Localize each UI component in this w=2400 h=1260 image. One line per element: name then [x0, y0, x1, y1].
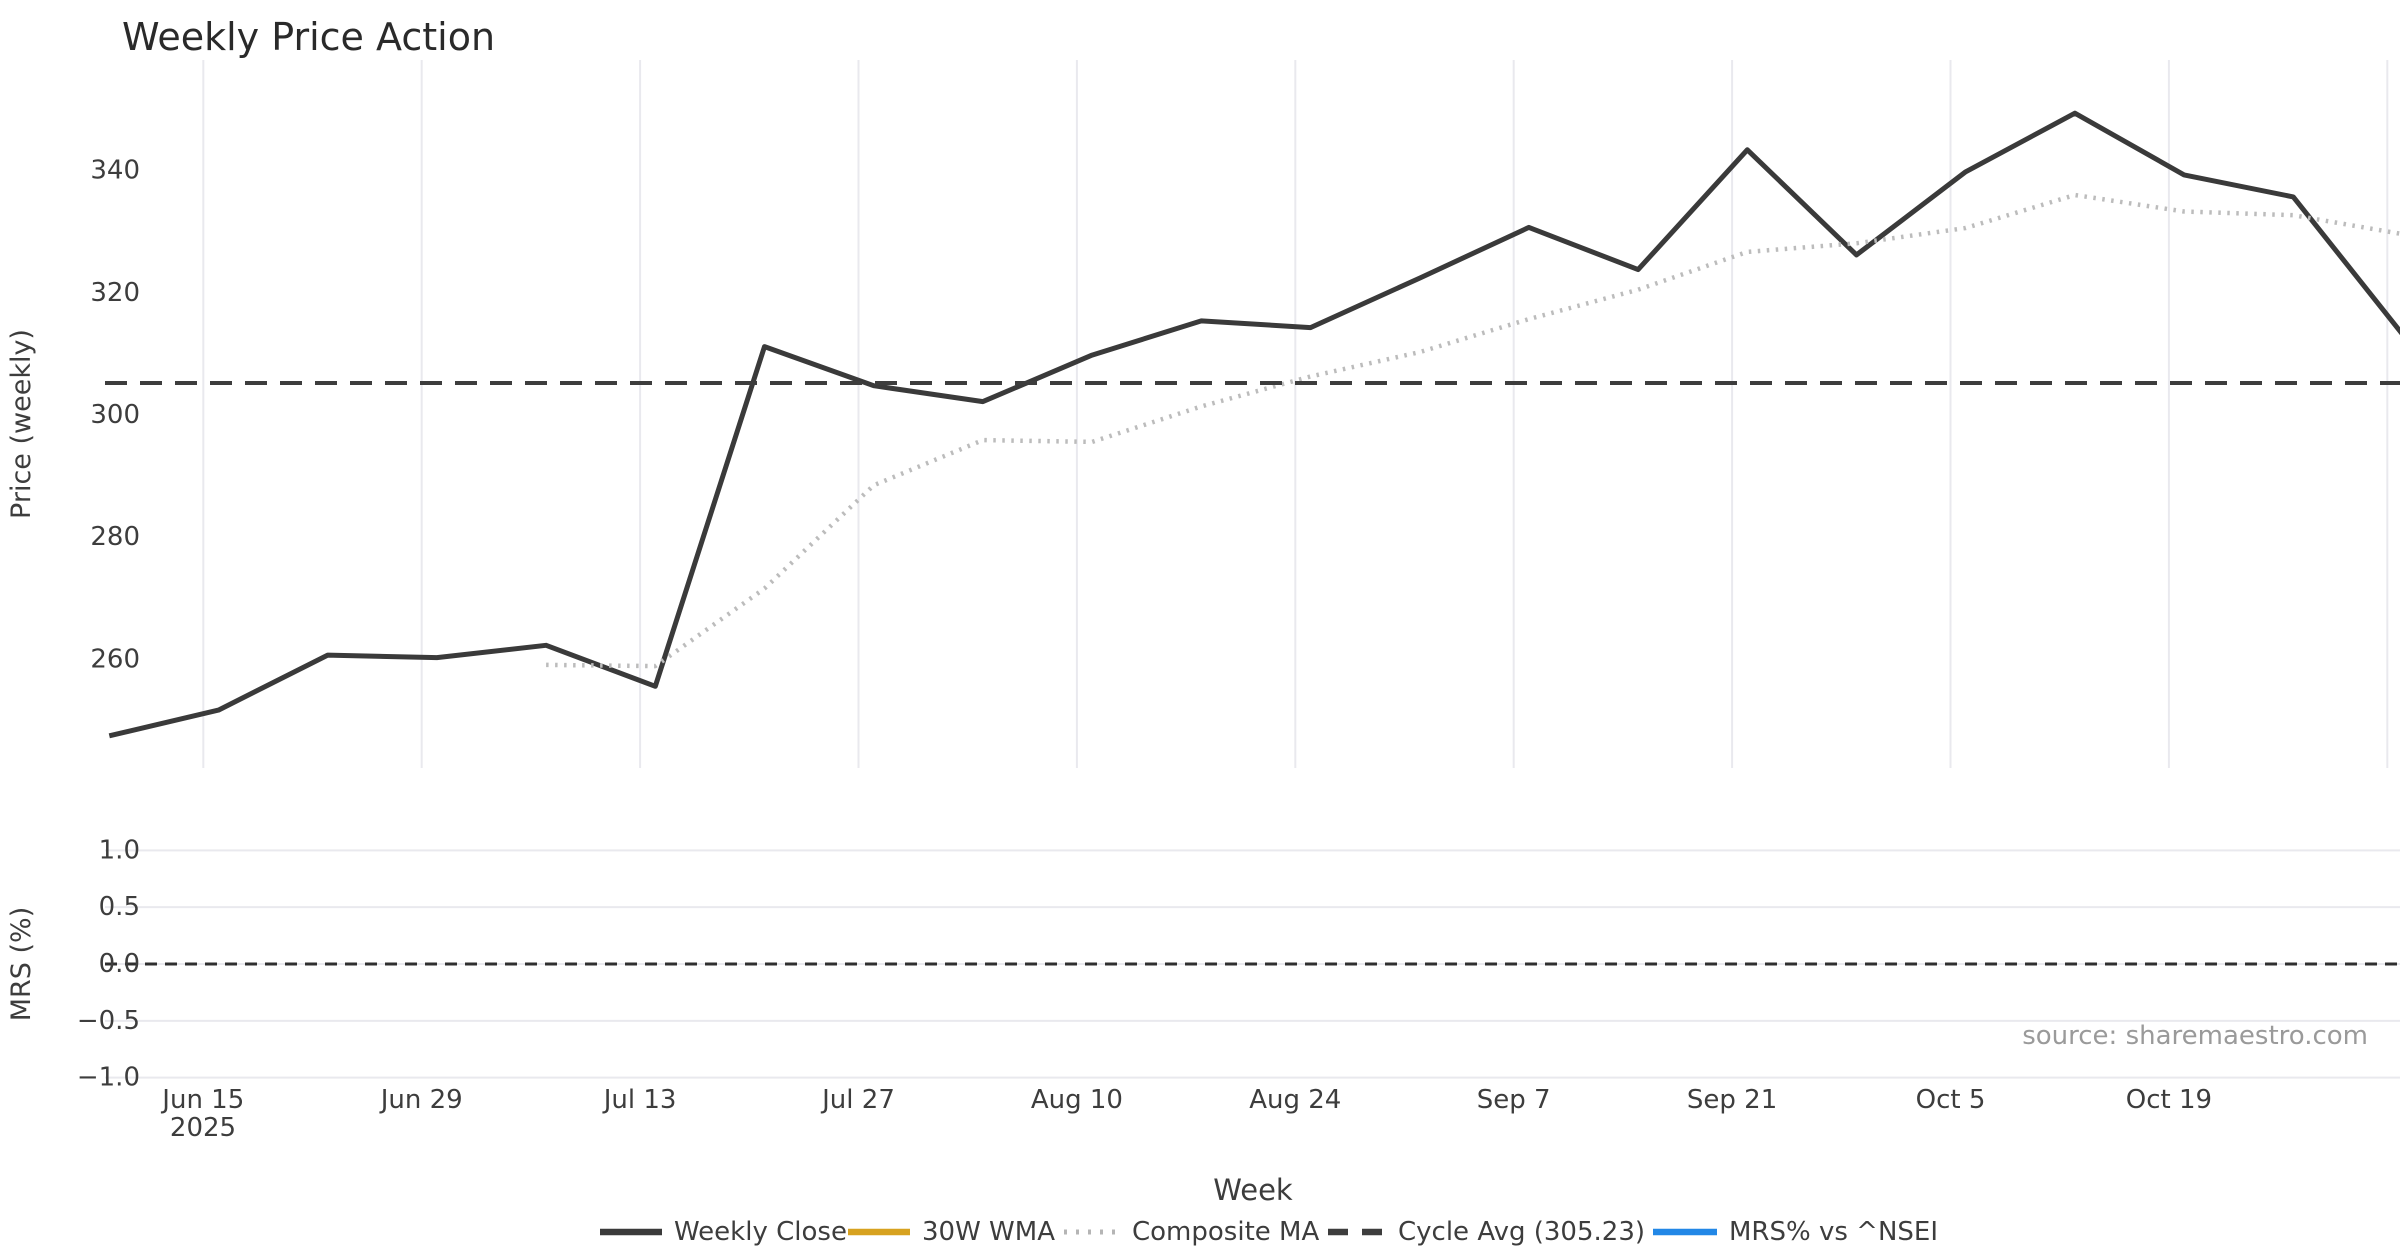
- x-tick-label: Jul 13: [602, 1085, 677, 1115]
- price-tick-label: 280: [90, 522, 140, 552]
- mrs-tick-label: 0.0: [99, 949, 140, 979]
- x-axis-year-label: 2025: [170, 1113, 236, 1143]
- price-tick-label: 340: [90, 156, 140, 186]
- mrs-axis-ticks: 1.0 0.5 0.0 −0.5 −1.0: [77, 835, 140, 1092]
- mrs-tick-label: 1.0: [99, 835, 140, 865]
- price-tick-label: 300: [90, 400, 140, 430]
- x-axis-label: Week: [1213, 1173, 1293, 1207]
- legend-label: Composite MA: [1132, 1217, 1319, 1247]
- mrs-tick-label: −1.0: [77, 1063, 140, 1093]
- legend-label: 30W WMA: [922, 1217, 1055, 1247]
- mrs-tick-label: −0.5: [77, 1006, 140, 1036]
- x-tick-label: Jun 29: [379, 1085, 463, 1115]
- legend: Weekly Close 30W WMA Composite MA Cycle Avg…: [600, 1217, 1938, 1247]
- chart-title: Weekly Price Action: [122, 15, 495, 59]
- legend-label: Weekly Close: [674, 1217, 847, 1247]
- price-panel-series: [105, 110, 2400, 739]
- price-axis-label: Price (weekly): [6, 329, 37, 519]
- legend-item-weekly-close: Weekly Close: [600, 1217, 847, 1247]
- legend-label: MRS% vs ^NSEI: [1729, 1217, 1938, 1247]
- x-tick-label: Aug 24: [1249, 1085, 1341, 1115]
- price-tick-label: 320: [90, 278, 140, 308]
- legend-item-composite-ma: Composite MA: [1064, 1217, 1319, 1247]
- mrs-axis-label: MRS (%): [6, 907, 37, 1022]
- x-tick-label: Jun 15: [160, 1085, 244, 1115]
- x-axis-ticks: Jun 15 Jun 29 Jul 13 Jul 27 Aug 10 Aug 24 Sep …: [160, 1085, 2212, 1115]
- x-tick-label: Aug 10: [1031, 1085, 1123, 1115]
- series-composite-ma: [546, 192, 2400, 669]
- x-tick-label: Jul 27: [820, 1085, 895, 1115]
- legend-item-mrs-vs-nsei: MRS% vs ^NSEI: [1653, 1217, 1938, 1247]
- legend-label: Cycle Avg (305.23): [1398, 1217, 1645, 1247]
- x-tick-label: Oct 5: [1916, 1085, 1986, 1115]
- mrs-tick-label: 0.5: [99, 892, 140, 922]
- price-axis-ticks: 340 320 300 280 260: [90, 156, 140, 675]
- price-panel-gridlines: [202, 60, 2389, 768]
- legend-item-cycle-avg-305-23-: Cycle Avg (305.23): [1328, 1217, 1645, 1247]
- series-weekly-close: [108, 110, 2400, 739]
- x-tick-label: Sep 7: [1477, 1085, 1551, 1115]
- price-tick-label: 260: [90, 644, 140, 674]
- source-attribution: source: sharemaestro.com: [2022, 1021, 2368, 1051]
- legend-item-30w-wma: 30W WMA: [848, 1217, 1055, 1247]
- x-tick-label: Oct 19: [2126, 1085, 2212, 1115]
- x-tick-label: Sep 21: [1687, 1085, 1777, 1115]
